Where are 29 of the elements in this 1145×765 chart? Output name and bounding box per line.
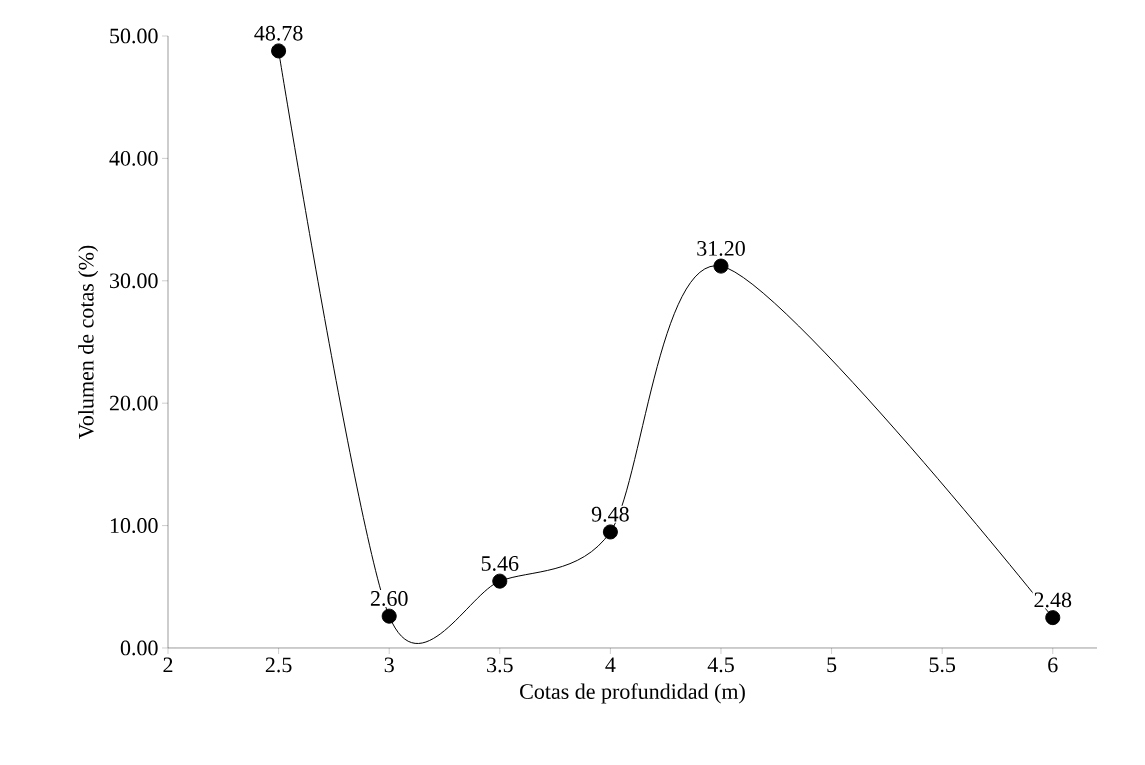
x-tick-label: 6 — [1048, 657, 1058, 673]
point — [271, 43, 287, 59]
y-axis-title: Volumen de cotas (%) — [78, 245, 99, 439]
text: 5.46 — [481, 556, 519, 571]
point — [602, 524, 618, 540]
x-tick-label: 4.5 — [707, 657, 734, 673]
x-tick-label: 3.5 — [487, 657, 513, 673]
y-tick-label: 0.00 — [120, 640, 158, 656]
x-tick-label: 3 — [384, 657, 394, 673]
y-tick-label: 20.00 — [109, 395, 158, 411]
text: 2.60 — [370, 591, 408, 606]
x-axis-title: Cotas de profundidad (m) — [520, 683, 745, 704]
text: 9.48 — [591, 506, 629, 522]
x-tick-label: 5.5 — [929, 657, 956, 673]
x-tick-label: 4 — [605, 657, 616, 672]
point — [381, 608, 397, 624]
y-tick-label: 30.00 — [110, 273, 158, 289]
point — [713, 258, 729, 274]
point — [1045, 610, 1061, 626]
y-tick-label: 10.00 — [110, 518, 158, 534]
x-tick-label: 5 — [827, 657, 837, 673]
y-tick-label: 40.00 — [109, 150, 158, 166]
text: 31.20 — [697, 240, 745, 256]
x-tick-label: 2.5 — [265, 657, 292, 673]
point — [492, 573, 508, 589]
text: 2.48 — [1034, 592, 1072, 608]
text: 48.78 — [254, 25, 303, 41]
x-tick-label: 2 — [163, 657, 173, 673]
y-tick-label: 50.00 — [110, 28, 158, 44]
